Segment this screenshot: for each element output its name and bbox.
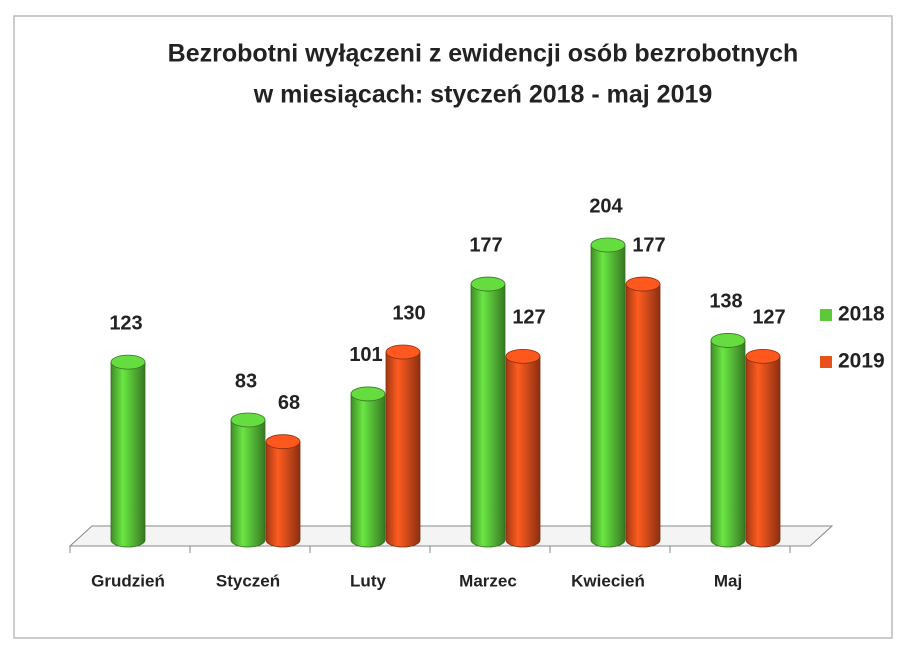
data-label: 68	[278, 392, 300, 414]
cylinder	[470, 276, 506, 548]
legend-label: 2019	[838, 350, 885, 373]
data-label: 83	[235, 370, 257, 392]
chart-title: w miesiącach: styczeń 2018 - maj 2019	[253, 81, 713, 109]
cylinder	[505, 348, 541, 548]
data-label: 101	[349, 344, 382, 366]
legend-swatch	[820, 309, 832, 321]
legend-label: 2018	[838, 303, 885, 326]
data-label: 177	[469, 234, 502, 256]
cylinder	[710, 333, 746, 548]
cylinder-top	[745, 348, 781, 364]
cylinder-top	[590, 237, 626, 253]
cylinder-top	[350, 386, 386, 402]
cylinder-body	[745, 355, 781, 548]
cylinder-body	[230, 419, 266, 548]
cylinder-body	[590, 244, 626, 548]
cylinder-body	[625, 283, 661, 548]
cylinder-body	[265, 441, 301, 548]
cylinder-body	[470, 283, 506, 548]
cylinder-top	[385, 344, 421, 360]
cylinder-top	[625, 276, 661, 292]
cylinder	[625, 276, 661, 548]
frame	[13, 15, 893, 639]
cylinder-body	[710, 340, 746, 548]
cylinder	[110, 354, 146, 548]
x-tick-label: Luty	[350, 571, 386, 590]
cylinder-top	[470, 276, 506, 292]
cylinder-body	[385, 351, 421, 548]
x-tick-label: Maj	[714, 571, 742, 590]
cylinder	[590, 237, 626, 548]
cylinder-body	[505, 355, 541, 548]
x-tick-label: Kwiecień	[571, 571, 645, 590]
x-tick-label: Marzec	[459, 571, 517, 590]
cylinder-top	[505, 348, 541, 364]
chart-title: Bezrobotni wyłączeni z ewidencji osób be…	[168, 40, 799, 68]
data-label: 204	[589, 195, 623, 217]
data-label: 127	[512, 307, 545, 329]
x-tick-label: Grudzień	[91, 571, 165, 590]
data-label: 127	[752, 307, 785, 329]
cylinder	[745, 348, 781, 548]
cylinder	[385, 344, 421, 548]
cylinder-top	[710, 333, 746, 348]
cylinder-body	[350, 393, 386, 548]
cylinder-top	[265, 434, 301, 450]
cylinder	[265, 434, 301, 548]
data-label: 130	[392, 302, 425, 324]
cylinder	[350, 386, 386, 548]
cylinder-top	[110, 354, 146, 370]
data-label: 123	[109, 312, 142, 334]
cylinder-body	[110, 361, 146, 548]
data-label: 177	[632, 234, 665, 256]
cylinder	[230, 412, 266, 548]
cylinder-top	[230, 412, 266, 428]
x-tick-label: Styczeń	[216, 571, 280, 590]
data-label: 138	[709, 291, 742, 313]
legend-swatch	[820, 356, 832, 368]
